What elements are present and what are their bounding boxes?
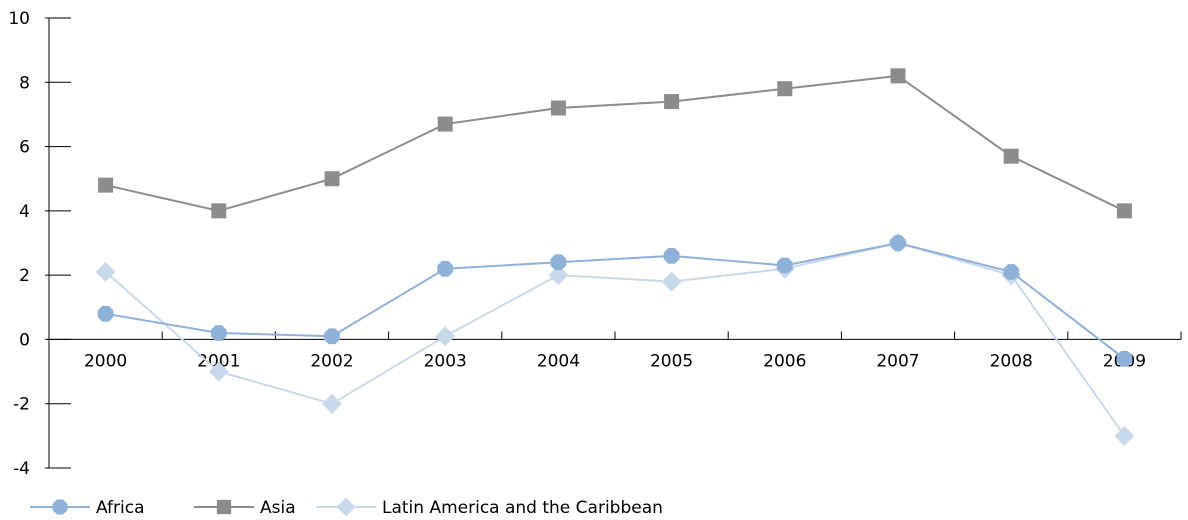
data-point-latin-america-and-the-caribbean (208, 361, 229, 382)
legend-label: Africa (96, 498, 145, 518)
data-point-asia (890, 68, 906, 84)
data-point-asia (550, 100, 566, 116)
x-tick-label: 2001 (197, 351, 240, 371)
y-tick-label: -4 (13, 459, 30, 479)
data-point-africa (324, 328, 340, 345)
legend-item-asia: Asia (194, 498, 296, 518)
x-axis: 2000200120022003200420052006200720082009 (48, 331, 1182, 371)
data-point-asia (98, 177, 114, 193)
y-tick-label: 0 (19, 330, 30, 350)
data-point-asia (437, 116, 453, 132)
legend-swatch-marker (216, 499, 232, 515)
x-tick-label: 2004 (537, 351, 580, 371)
series-layer (95, 68, 1135, 446)
data-point-africa (776, 257, 793, 274)
x-tick-label: 2008 (990, 351, 1033, 371)
data-point-asia (664, 94, 680, 110)
legend-item-africa: Africa (30, 498, 145, 518)
x-tick-label: 2002 (310, 351, 353, 371)
series-africa (97, 235, 1133, 367)
legend-swatch-marker (336, 497, 356, 517)
legend-label: Asia (260, 498, 296, 518)
data-point-africa (97, 305, 114, 322)
x-tick-label: 2003 (424, 351, 467, 371)
data-point-asia (324, 171, 340, 187)
x-tick-label: 2006 (763, 351, 806, 371)
data-point-africa (663, 248, 680, 264)
y-tick-label: 4 (19, 202, 30, 222)
y-tick-label: 8 (19, 73, 30, 93)
data-point-latin-america-and-the-caribbean (1114, 425, 1135, 446)
y-tick-label: 2 (19, 266, 30, 286)
series-line-asia (105, 74, 1125, 212)
data-point-africa (550, 254, 567, 271)
data-point-latin-america-and-the-caribbean (95, 261, 116, 282)
x-tick-label: 2005 (650, 351, 693, 371)
legend-item-latin-america-and-the-caribbean: Latin America and the Caribbean (316, 497, 663, 518)
x-tick-label: 2007 (876, 351, 919, 371)
x-tick-label: 2000 (84, 351, 127, 371)
data-point-africa (890, 235, 906, 251)
data-point-asia (1116, 203, 1132, 219)
data-point-africa (437, 260, 454, 277)
legend: Africa Asia Latin America and the Caribbea… (30, 497, 663, 518)
data-point-asia (1003, 148, 1019, 164)
legend-label: Latin America and the Caribbean (382, 498, 663, 518)
data-point-africa (1003, 264, 1020, 280)
data-point-latin-america-and-the-caribbean (322, 393, 342, 414)
data-point-latin-america-and-the-caribbean (435, 326, 456, 347)
y-tick-label: 6 (19, 138, 30, 158)
data-point-asia (211, 203, 227, 219)
data-point-latin-america-and-the-caribbean (548, 265, 569, 286)
y-axis: -4 -2 0 2 4 6 8 10 (8, 9, 71, 479)
series-line-latin-america-and-the-caribbean (104, 241, 1126, 437)
data-point-asia (777, 81, 793, 97)
legend-swatch-marker (52, 499, 68, 515)
data-point-africa (210, 325, 227, 341)
data-point-africa (1116, 350, 1133, 367)
y-tick-label: -2 (13, 395, 30, 415)
series-line-africa (105, 241, 1126, 360)
data-point-latin-america-and-the-caribbean (661, 271, 682, 292)
y-tick-label: 10 (8, 9, 30, 29)
series-asia (98, 68, 1132, 219)
